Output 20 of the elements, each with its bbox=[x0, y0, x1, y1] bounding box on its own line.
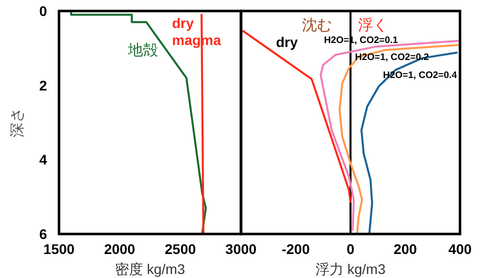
annotation: dry bbox=[276, 34, 298, 50]
y-tick-label: 6 bbox=[39, 226, 48, 242]
y-tick-label: 4 bbox=[39, 152, 48, 168]
y-axis-title: 深さ bbox=[9, 108, 26, 138]
x-tick-label: 2500 bbox=[164, 241, 196, 257]
x-tick-label: 400 bbox=[448, 241, 472, 257]
x-tick-label: 2000 bbox=[104, 241, 136, 257]
y-tick-label: 2 bbox=[39, 77, 48, 94]
x-axis-title: 密度 kg/m3 bbox=[114, 261, 186, 277]
annotation: 沈む bbox=[302, 17, 332, 34]
x-tick-label: 200 bbox=[394, 241, 418, 257]
annotation: dry bbox=[172, 15, 194, 31]
y-tick-label: 0 bbox=[39, 3, 48, 19]
x-axis-title: 浮力 kg/m3 bbox=[315, 261, 386, 277]
annotation: 浮く bbox=[358, 17, 388, 34]
x-tick-label: -200 bbox=[282, 241, 310, 257]
x-tick-label: 0 bbox=[346, 241, 355, 257]
annotation: 地殻 bbox=[127, 42, 158, 59]
x-tick-label: 1500 bbox=[43, 241, 75, 257]
x-tick-label: 3000 bbox=[225, 241, 257, 257]
